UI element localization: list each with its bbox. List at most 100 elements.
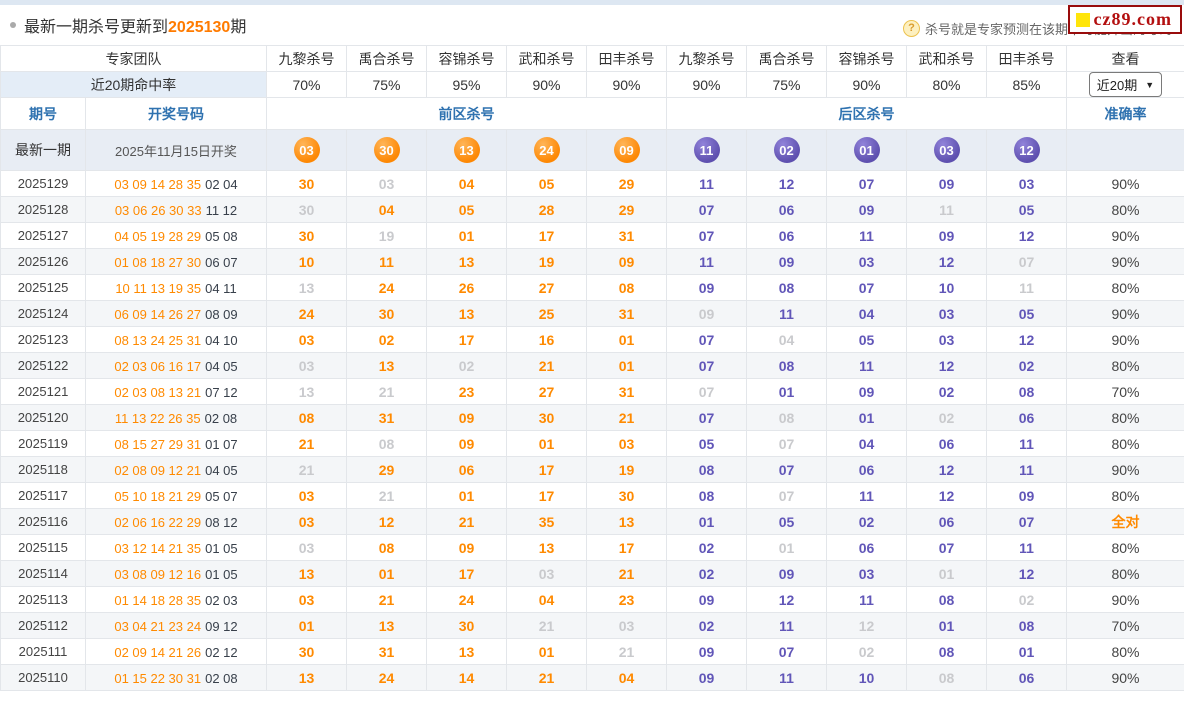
back-kill-cell: 01 — [906, 612, 987, 639]
front-kill-cell: 13 — [266, 664, 347, 691]
period-cell: 2025122 — [0, 352, 86, 379]
front-kill-cell: 21 — [266, 430, 347, 457]
front-kill-cell: 04 — [506, 586, 587, 613]
back-kill-cell: 01 — [906, 560, 987, 587]
back-kill-cell: 06 — [826, 456, 907, 483]
front-kill-cell: 21 — [426, 508, 507, 535]
table-row: 2025121 02 03 08 13 21 07 12 13 21 23 27 31 07 01… — [0, 378, 1184, 405]
back-kill-cell: 02 — [986, 586, 1067, 613]
front-kill-cell: 08 — [266, 404, 347, 431]
site-logo[interactable]: cz89.com — [1067, 5, 1182, 34]
draw-numbers-cell: 03 04 21 23 24 09 12 — [85, 612, 267, 639]
period-cell: 2025128 — [0, 196, 86, 223]
front-kill-cell: 24 — [266, 300, 347, 327]
zone-header-row: 期号 开奖号码 前区杀号 后区杀号 准确率 — [0, 97, 1184, 130]
back-draw-numbers: 01 07 — [205, 436, 238, 452]
front-kill-cell: 21 — [506, 664, 587, 691]
front-kill-cell: 12 — [346, 508, 427, 535]
table-row: 2025125 10 11 13 19 35 04 11 13 24 26 27 08 09 08… — [0, 274, 1184, 301]
back-draw-numbers: 04 11 — [205, 280, 237, 296]
front-kill-cell: 21 — [506, 612, 587, 639]
experts-header-row: 专家团队 九黎杀号 禹合杀号 容锦杀号 武和杀号 田丰杀号 九黎杀号 禹合杀号 容锦杀号 武和杀… — [0, 45, 1184, 72]
back-kill-cell: 03 — [826, 248, 907, 275]
back-draw-numbers: 09 12 — [205, 618, 238, 634]
front-kill-cell: 03 — [266, 352, 347, 379]
period-cell: 2025125 — [0, 274, 86, 301]
back-kill-cell: 11 — [826, 352, 907, 379]
back-kill-cell: 07 — [746, 638, 827, 665]
front-kill-cell: 21 — [586, 638, 667, 665]
accuracy-cell: 90% — [1066, 300, 1184, 327]
period-header: 期号 — [0, 97, 86, 130]
back-kill-cell: 02 — [906, 378, 987, 405]
period-cell: 2025124 — [0, 300, 86, 327]
front-kill-cell: 03 — [586, 612, 667, 639]
back-kill-cell: 09 — [826, 196, 907, 223]
back-kill-cell: 09 — [826, 378, 907, 405]
draw-numbers-cell: 08 13 24 25 31 04 10 — [85, 326, 267, 353]
front-kill-cell: 04 — [346, 196, 427, 223]
front-draw-numbers: 01 08 18 27 30 — [114, 254, 202, 270]
latest-accuracy-cell — [1066, 129, 1184, 171]
front-kill-cell: 30 — [506, 404, 587, 431]
back-kill-cell: 07 — [986, 508, 1067, 535]
front-kill-cell: 21 — [346, 586, 427, 613]
draw-numbers-cell: 10 11 13 19 35 04 11 — [85, 274, 267, 301]
front-kill-cell: 13 — [586, 508, 667, 535]
front-kill-cell: 17 — [426, 326, 507, 353]
front-draw-numbers: 02 03 06 16 17 — [114, 358, 202, 374]
back-kill-cell: 05 — [986, 300, 1067, 327]
front-kill-cell: 31 — [346, 404, 427, 431]
front-kill-cell: 01 — [266, 612, 347, 639]
back-kill-cell: 08 — [746, 404, 827, 431]
back-kill-cell: 04 — [746, 326, 827, 353]
front-kill-cell: 03 — [506, 560, 587, 587]
front-kill-cell: 24 — [346, 664, 427, 691]
draw-numbers-cell: 02 06 16 22 29 08 12 — [85, 508, 267, 535]
expert-column-header-10: 田丰杀号 — [986, 45, 1067, 72]
accuracy-cell: 90% — [1066, 456, 1184, 483]
front-kill-cell: 05 — [506, 170, 587, 197]
chevron-down-icon: ▼ — [1145, 79, 1155, 90]
table-row: 2025123 08 13 24 25 31 04 10 03 02 17 16 01 07 04… — [0, 326, 1184, 353]
latest-front-kill-cell: 24 — [506, 129, 587, 171]
front-kill-cell: 31 — [586, 222, 667, 249]
draw-numbers-cell: 08 15 27 29 31 01 07 — [85, 430, 267, 457]
front-draw-numbers: 04 05 19 28 29 — [114, 228, 202, 244]
kill-circle-front: 09 — [613, 137, 640, 163]
back-draw-numbers: 02 04 — [205, 176, 238, 192]
accuracy-cell: 80% — [1066, 274, 1184, 301]
update-title-suffix: 期 — [230, 19, 247, 36]
period-range-select[interactable]: 近20期 ▼ — [1088, 72, 1163, 97]
expert-column-header-4: 武和杀号 — [506, 45, 587, 72]
period-cell: 2025114 — [0, 560, 86, 587]
front-kill-cell: 03 — [266, 326, 347, 353]
hit-rate-value-2: 75% — [346, 71, 427, 98]
period-cell: 2025126 — [0, 248, 86, 275]
front-kill-cell: 02 — [346, 326, 427, 353]
latest-back-kill-cell: 11 — [666, 129, 747, 171]
front-draw-numbers: 01 14 18 28 35 — [114, 592, 202, 608]
back-kill-cell: 04 — [826, 300, 907, 327]
expert-column-header-8: 容锦杀号 — [826, 45, 907, 72]
draw-numbers-cell: 03 09 14 28 35 02 04 — [85, 170, 267, 197]
expert-column-header-7: 禹合杀号 — [746, 45, 827, 72]
front-draw-numbers: 02 09 14 21 26 — [114, 644, 202, 660]
back-kill-cell: 07 — [666, 222, 747, 249]
front-kill-cell: 29 — [346, 456, 427, 483]
back-draw-numbers: 08 12 — [205, 514, 238, 530]
front-kill-cell: 08 — [346, 430, 427, 457]
hit-rate-value-3: 95% — [426, 71, 507, 98]
latest-front-kill-cell: 03 — [266, 129, 347, 171]
table-row: 2025116 02 06 16 22 29 08 12 03 12 21 35 13 01 05… — [0, 508, 1184, 535]
back-kill-cell: 08 — [746, 274, 827, 301]
front-kill-cell: 21 — [586, 404, 667, 431]
back-kill-cell: 09 — [666, 638, 747, 665]
draw-numbers-cell: 03 12 14 21 35 01 05 — [85, 534, 267, 561]
back-kill-cell: 11 — [746, 612, 827, 639]
period-cell: 2025111 — [0, 638, 86, 665]
back-draw-numbers: 02 03 — [205, 592, 238, 608]
hit-rate-label: 近20期命中率 — [0, 71, 267, 98]
draw-numbers-cell: 04 05 19 28 29 05 08 — [85, 222, 267, 249]
back-kill-cell: 06 — [746, 222, 827, 249]
